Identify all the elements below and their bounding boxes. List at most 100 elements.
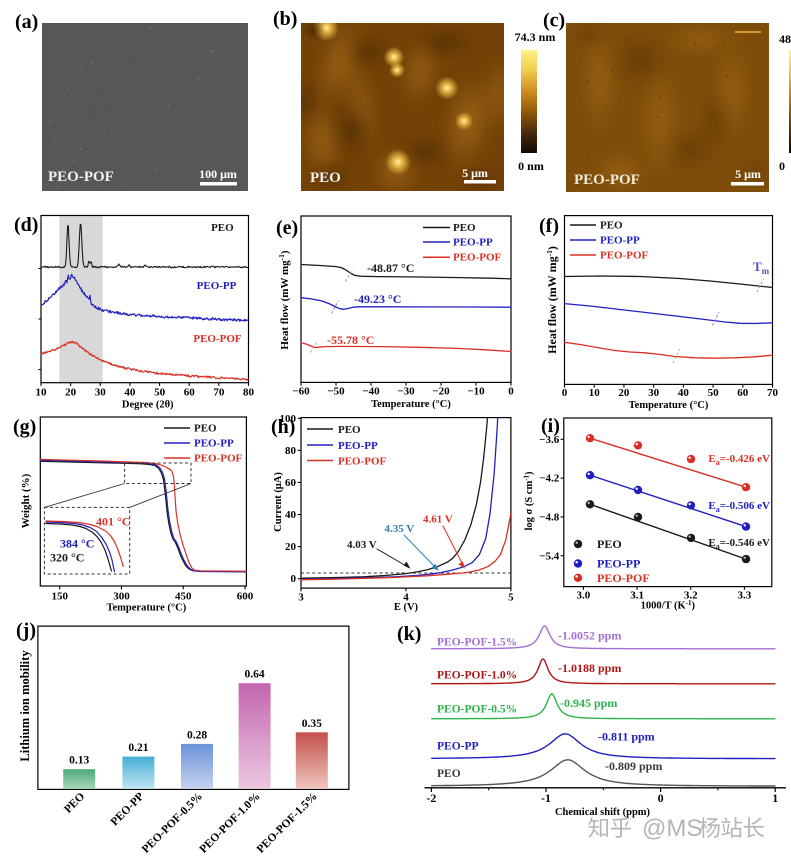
svg-text:PEO-POF: PEO-POF <box>338 456 387 468</box>
svg-text:0: 0 <box>562 387 568 399</box>
svg-text:PEO: PEO <box>338 424 361 436</box>
svg-text:Lithium ion mobility: Lithium ion mobility <box>18 650 32 762</box>
svg-text:Weight (%): Weight (%) <box>20 473 32 528</box>
svg-text:PEO-POF: PEO-POF <box>597 571 650 585</box>
svg-text:3.3: 3.3 <box>738 590 752 602</box>
svg-text:20: 20 <box>65 387 77 399</box>
svg-text:80: 80 <box>285 445 297 457</box>
svg-text:Current (μA): Current (μA) <box>273 472 284 532</box>
svg-text:70: 70 <box>213 387 225 399</box>
svg-text:0.35: 0.35 <box>302 718 322 730</box>
svg-text:PEO-POF: PEO-POF <box>574 172 640 188</box>
svg-text:60: 60 <box>737 387 749 399</box>
svg-text:@MS: @MS <box>642 815 702 842</box>
svg-text:−30: −30 <box>397 386 415 398</box>
svg-text:Tm: Tm <box>753 259 770 276</box>
svg-text:3.2: 3.2 <box>684 590 698 602</box>
svg-text:PEO: PEO <box>597 537 622 551</box>
svg-text:(g): (g) <box>13 416 36 438</box>
svg-text:74.3 nm: 74.3 nm <box>515 30 556 44</box>
svg-text:@MS: @MS <box>643 816 703 843</box>
svg-text:401 °C: 401 °C <box>96 515 130 529</box>
svg-text:−4.2: −4.2 <box>539 473 560 485</box>
svg-text:-48.87 °C: -48.87 °C <box>367 261 414 275</box>
svg-text:−5.4: −5.4 <box>539 550 560 562</box>
svg-text:80: 80 <box>243 387 255 399</box>
svg-text:1: 1 <box>772 791 778 805</box>
svg-text:0.21: 0.21 <box>128 742 148 754</box>
svg-text:PEO-PP: PEO-PP <box>437 741 479 753</box>
svg-text:PEO-POF: PEO-POF <box>48 169 114 185</box>
svg-text:−10: −10 <box>467 386 485 398</box>
svg-text:-0.811 ppm: -0.811 ppm <box>598 730 655 744</box>
svg-text:Temperature (°C): Temperature (°C) <box>106 603 186 614</box>
svg-text:5: 5 <box>508 592 514 604</box>
svg-text:PEO-POF: PEO-POF <box>194 453 243 465</box>
svg-text:−60: −60 <box>292 386 310 398</box>
svg-text:PEO-POF-1.0%: PEO-POF-1.0% <box>198 791 263 856</box>
svg-text:(i): (i) <box>541 415 560 437</box>
svg-text:PEO: PEO <box>62 790 87 815</box>
svg-text:PEO-PP: PEO-PP <box>194 438 234 450</box>
svg-text:Temperature (°C): Temperature (°C) <box>371 399 451 410</box>
svg-text:4.61 V: 4.61 V <box>423 514 453 526</box>
svg-text:10: 10 <box>589 387 601 399</box>
svg-text:60: 60 <box>285 477 297 489</box>
svg-text:Temperature (°C): Temperature (°C) <box>629 400 709 411</box>
svg-text:PEO-PP: PEO-PP <box>338 440 378 452</box>
svg-text:Heat flow (mW mg-1): Heat flow (mW mg-1) <box>545 246 559 354</box>
svg-text:0 nm: 0 nm <box>518 159 544 173</box>
svg-text:300: 300 <box>113 591 130 603</box>
svg-text:PEO-PP: PEO-PP <box>109 791 147 829</box>
svg-text:PEO: PEO <box>453 222 476 234</box>
svg-text:450: 450 <box>175 591 192 603</box>
svg-text:(k): (k) <box>397 623 421 645</box>
svg-text:PEO-PP: PEO-PP <box>197 280 237 292</box>
svg-text:-1.0188 ppm: -1.0188 ppm <box>558 661 621 675</box>
svg-text:PEO-POF: PEO-POF <box>453 252 502 264</box>
svg-text:E (V): E (V) <box>394 602 419 613</box>
svg-text:PEO: PEO <box>211 222 234 234</box>
svg-text:-0.945 ppm: -0.945 ppm <box>560 696 617 710</box>
svg-text:(f): (f) <box>539 215 559 237</box>
svg-text:Heat flow (mW mg-1): Heat flow (mW mg-1) <box>277 250 291 350</box>
svg-text:100 μm: 100 μm <box>199 167 237 181</box>
svg-text:0: 0 <box>508 386 514 398</box>
svg-text:4.35 V: 4.35 V <box>385 523 415 535</box>
svg-text:PEO-POF: PEO-POF <box>600 250 649 262</box>
svg-text:PEO-POF-1.5%: PEO-POF-1.5% <box>437 637 517 649</box>
svg-text:150: 150 <box>51 591 68 603</box>
svg-text:10: 10 <box>36 387 48 399</box>
svg-text:Ea=-0.426 eV: Ea=-0.426 eV <box>708 453 770 467</box>
svg-text:log σ (S cm-1): log σ (S cm-1) <box>523 471 536 531</box>
svg-text:−4.8: −4.8 <box>539 511 560 523</box>
svg-text:40: 40 <box>678 387 690 399</box>
svg-text:(e): (e) <box>276 217 298 239</box>
svg-text:20: 20 <box>285 541 297 553</box>
svg-text:60: 60 <box>184 387 196 399</box>
svg-text:0: 0 <box>291 573 297 585</box>
svg-text:100: 100 <box>280 413 297 425</box>
svg-text:PEO-POF-1.5%: PEO-POF-1.5% <box>255 791 320 856</box>
svg-text:48: 48 <box>779 32 791 46</box>
svg-text:0.64: 0.64 <box>245 669 265 681</box>
svg-text:30: 30 <box>95 387 107 399</box>
svg-text:5 μm: 5 μm <box>462 166 488 180</box>
svg-text:40: 40 <box>124 387 136 399</box>
svg-text:3.1: 3.1 <box>630 590 644 602</box>
svg-text:−20: −20 <box>432 386 450 398</box>
svg-text:(h): (h) <box>271 416 295 438</box>
svg-text:PEO: PEO <box>437 768 461 780</box>
svg-text:Degree (2θ): Degree (2θ) <box>122 400 174 411</box>
svg-text:4.03 V: 4.03 V <box>347 539 377 551</box>
svg-text:1000/T (K-1): 1000/T (K-1) <box>641 599 696 612</box>
svg-text:0: 0 <box>779 159 785 173</box>
svg-text:(j): (j) <box>16 620 36 642</box>
svg-text:600: 600 <box>237 591 254 603</box>
svg-text:Ea=-0.506 eV: Ea=-0.506 eV <box>708 500 770 514</box>
svg-text:-1: -1 <box>541 791 551 805</box>
svg-text:3: 3 <box>298 592 304 604</box>
svg-text:-55.78 °C: -55.78 °C <box>327 333 374 347</box>
svg-text:PEO-POF: PEO-POF <box>193 333 242 345</box>
svg-text:5 μm: 5 μm <box>735 167 761 181</box>
